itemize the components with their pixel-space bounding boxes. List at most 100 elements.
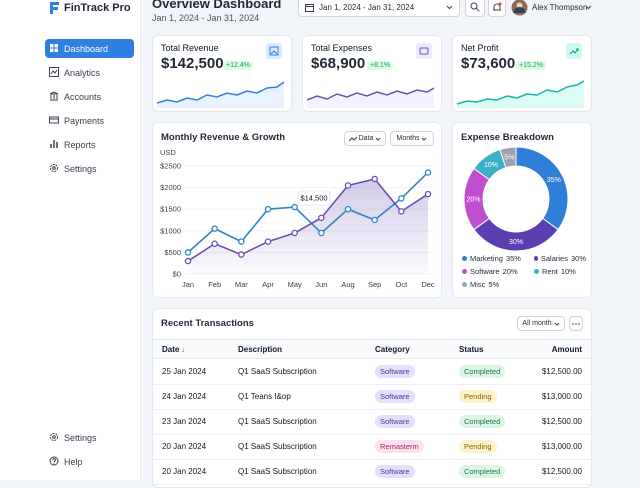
status-badge: Completed xyxy=(459,465,506,478)
date-picker[interactable]: Jan 1, 2024 - Jan 31, 2024 xyxy=(298,0,460,17)
kpi-change: +12.4% xyxy=(223,61,253,70)
x-tick-label: Mar xyxy=(235,280,248,289)
data-point xyxy=(291,203,298,211)
kpi-change: +8.1% xyxy=(367,61,394,70)
kpi-label: Net Profit xyxy=(461,43,499,53)
y-tick-label: $2500 xyxy=(160,162,181,171)
table-cell: Q1 Teans I&op xyxy=(238,392,291,401)
nav-item[interactable]: Reports xyxy=(45,135,134,154)
data-point xyxy=(211,240,218,248)
nav-item[interactable]: Help xyxy=(45,452,134,471)
table-title: Recent Transactions xyxy=(161,318,254,329)
data-point xyxy=(211,225,218,232)
category-badge: Remasterm xyxy=(375,440,424,453)
data-point xyxy=(344,205,352,213)
y-tick-label: $500 xyxy=(164,248,181,257)
data-point xyxy=(424,190,432,198)
legend-item: Rent 10% xyxy=(534,267,586,276)
table-cell: Q1 SaaS Subscription xyxy=(238,442,317,451)
table-cell: $13,000.00 xyxy=(541,392,582,401)
nav-item[interactable]: Accounts xyxy=(45,87,134,106)
legend-item: Software 20% xyxy=(462,267,534,276)
category-badge: Software xyxy=(375,390,415,403)
kpi-label: Total Expenses xyxy=(311,43,373,53)
nav-item[interactable]: Settings xyxy=(45,159,134,178)
x-tick-label: Feb xyxy=(208,280,221,289)
user-menu-chevron[interactable] xyxy=(585,5,592,10)
select-label: Data xyxy=(358,135,374,142)
row-divider xyxy=(153,409,591,410)
nav-item[interactable]: Settings xyxy=(45,428,134,447)
table-header xyxy=(153,339,591,359)
x-tick-label: May xyxy=(288,280,302,289)
column-header: Category xyxy=(375,345,410,354)
legend-swatch xyxy=(462,282,467,287)
avatar[interactable] xyxy=(511,0,528,16)
data-point xyxy=(264,205,272,213)
data-point xyxy=(318,214,325,222)
data-point xyxy=(371,216,378,224)
sparkline xyxy=(457,80,585,108)
row-divider xyxy=(153,384,591,385)
series-line xyxy=(187,178,429,262)
data-point xyxy=(238,251,245,258)
series-line xyxy=(187,171,429,253)
period-select[interactable]: Months xyxy=(390,131,434,146)
x-tick-label: Apr xyxy=(262,280,274,289)
pie-legend: Marketing 35% Salaries 30% Software 20% Rent 10… xyxy=(462,254,588,293)
more-button[interactable] xyxy=(569,316,583,331)
data-point xyxy=(318,229,325,237)
nav-item[interactable]: Dashboard xyxy=(45,39,134,58)
category-badge: Software xyxy=(375,415,415,428)
brand: FinTrack Pro xyxy=(64,2,131,14)
kpi-change: +15.2% xyxy=(516,61,546,70)
legend-swatch xyxy=(534,269,539,274)
x-tick-label: Dec xyxy=(421,280,435,289)
x-tick-label: Oct xyxy=(395,280,408,289)
kpi-value: $142,500 xyxy=(161,55,224,72)
data-point xyxy=(398,208,405,215)
status-badge: Pending xyxy=(459,390,497,403)
nav-label: Accounts xyxy=(64,91,102,102)
y-tick-label: $1000 xyxy=(160,226,181,235)
legend-item: Marketing 35% xyxy=(462,254,534,263)
pie-slice xyxy=(515,146,569,231)
legend-value: 20% xyxy=(502,267,518,276)
legend-item: Salaries 30% xyxy=(534,254,586,263)
page-title: Overview Dashboard xyxy=(152,0,282,11)
table-cell: $13,000.00 xyxy=(541,442,582,451)
kpi-card: Net Profit $73,600 +15.2% xyxy=(452,35,592,112)
legend-value: 10% xyxy=(560,267,576,276)
filter-select[interactable]: All month xyxy=(517,316,565,331)
table-cell: Q1 SaaS Subscription xyxy=(238,367,317,376)
kpi-icon xyxy=(266,43,282,59)
table-cell: $12,500.00 xyxy=(541,367,582,376)
nav-label: Settings xyxy=(64,163,97,174)
y-tick-label: $1500 xyxy=(160,205,181,214)
nav-label: Help xyxy=(64,456,83,467)
slice-label: 10% xyxy=(484,162,498,169)
kpi-value: $68,900 xyxy=(311,55,366,72)
row-divider xyxy=(153,459,591,460)
user-name[interactable]: Alex Thompson xyxy=(532,3,588,12)
sparkline xyxy=(157,81,285,108)
nav-item[interactable]: Payments xyxy=(45,111,134,130)
table-cell: $12,500.00 xyxy=(541,417,582,426)
pie-slice xyxy=(499,146,517,169)
tooltip xyxy=(297,190,331,206)
legend-item: Misc 5% xyxy=(462,280,534,289)
data-point xyxy=(344,182,352,189)
slice-label: 30% xyxy=(509,239,523,246)
sparkline xyxy=(307,87,435,108)
data-select[interactable]: Data xyxy=(344,131,386,146)
legend-label: Software xyxy=(470,267,500,276)
row-divider xyxy=(153,484,591,485)
legend-label: Misc xyxy=(470,280,486,289)
slice-label: 20% xyxy=(466,197,480,204)
tooltip-text: $14,500 xyxy=(300,194,327,203)
table-cell: Q1 SaaS Subscription xyxy=(238,467,317,476)
legend-value: 30% xyxy=(570,254,586,263)
notifications-button[interactable] xyxy=(488,0,506,17)
nav-item[interactable]: Analytics xyxy=(45,63,134,82)
search-button[interactable] xyxy=(465,0,485,17)
